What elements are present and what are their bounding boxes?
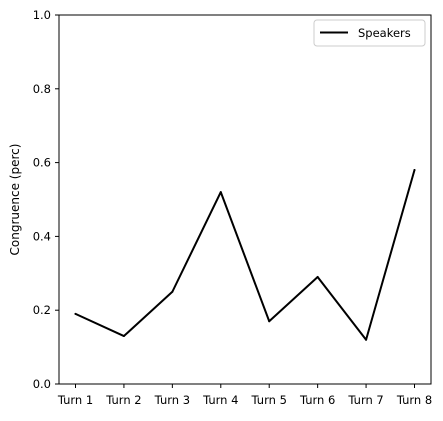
y-axis-label: Congruence (perc) — [8, 144, 22, 256]
legend-box — [313, 19, 426, 47]
series-layer — [74, 168, 416, 341]
x-tick-label: Turn 1 — [57, 393, 93, 407]
y-tick-label: 0.4 — [33, 229, 51, 243]
legend-label-speakers: Speakers — [358, 26, 411, 40]
y-tick-label: 0.2 — [33, 303, 51, 317]
x-tick-label: Turn 5 — [251, 393, 287, 407]
x-tick-label: Turn 4 — [202, 393, 238, 407]
y-axis-ticks: 0.0 0.2 0.4 0.6 0.8 1.0 — [33, 8, 59, 391]
x-tick-label: Turn 6 — [299, 393, 335, 407]
data-point — [74, 312, 77, 315]
data-point — [365, 338, 368, 341]
data-point — [219, 191, 222, 194]
x-tick-label: Turn 3 — [154, 393, 190, 407]
data-point — [268, 320, 271, 323]
data-point — [122, 335, 125, 338]
y-tick-label: 0.0 — [33, 377, 51, 391]
data-point — [316, 275, 319, 278]
x-tick-label: Turn 8 — [396, 393, 432, 407]
legend: Speakers — [313, 19, 426, 47]
y-tick-label: 0.6 — [33, 156, 51, 170]
y-tick-label: 0.8 — [33, 82, 51, 96]
y-tick-label: 1.0 — [33, 8, 51, 22]
series-line-speakers — [74, 168, 416, 341]
x-tick-label: Turn 7 — [347, 393, 383, 407]
x-tick-label: Turn 2 — [105, 393, 141, 407]
plot-area — [58, 14, 432, 385]
data-point — [413, 168, 416, 171]
x-axis-ticks: Turn 1 Turn 2 Turn 3 Turn 4 Turn 5 Turn 6 Turn… — [57, 384, 432, 407]
data-point — [171, 290, 174, 293]
